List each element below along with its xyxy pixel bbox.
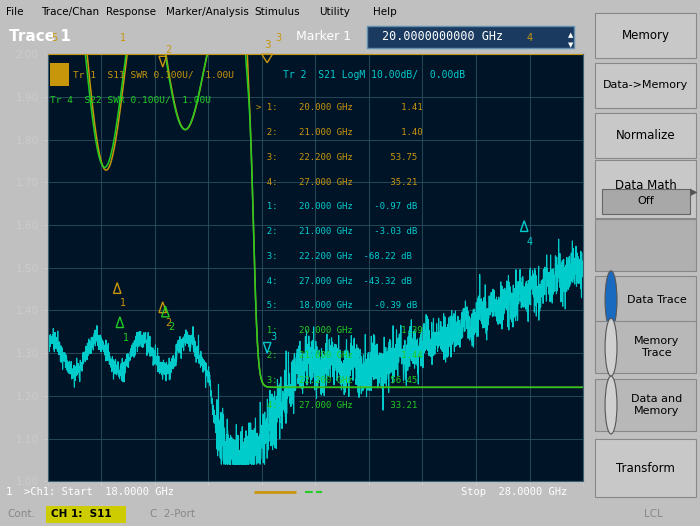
FancyBboxPatch shape (595, 439, 696, 497)
Text: Tr 1  S11 SWR 0.100U/  1.00U: Tr 1 S11 SWR 0.100U/ 1.00U (74, 70, 235, 79)
Text: Data->Memory: Data->Memory (603, 80, 688, 90)
Text: 4: 4 (527, 33, 533, 43)
FancyBboxPatch shape (595, 219, 696, 271)
Text: 3:    22.200 GHz       56.45: 3: 22.200 GHz 56.45 (256, 376, 418, 385)
Text: Memory
Trace: Memory Trace (634, 336, 679, 358)
Text: Marker/Analysis: Marker/Analysis (166, 7, 248, 17)
Text: Cont.: Cont. (7, 509, 35, 520)
FancyBboxPatch shape (46, 505, 126, 523)
Text: Response: Response (106, 7, 157, 17)
FancyBboxPatch shape (595, 321, 696, 373)
Text: 20.0000000000 GHz: 20.0000000000 GHz (382, 31, 503, 43)
Text: Stop  28.0000 GHz: Stop 28.0000 GHz (461, 487, 568, 498)
Text: 1: 1 (120, 33, 126, 43)
Text: Transform: Transform (616, 462, 676, 474)
Text: 2: 2 (168, 322, 174, 332)
Text: Off: Off (638, 196, 654, 207)
Text: ▶: ▶ (690, 187, 697, 197)
Text: 5: 5 (51, 33, 57, 43)
FancyBboxPatch shape (50, 63, 69, 86)
Text: 2:    21.000 GHz         1.44: 2: 21.000 GHz 1.44 (256, 351, 423, 360)
Text: 1: 1 (122, 332, 129, 342)
Text: Help: Help (372, 7, 396, 17)
FancyBboxPatch shape (367, 26, 574, 48)
Text: 4: 4 (527, 237, 533, 247)
Text: 3:    22.200 GHz  -68.22 dB: 3: 22.200 GHz -68.22 dB (256, 252, 412, 261)
Text: 2: 2 (165, 318, 172, 328)
FancyBboxPatch shape (595, 379, 696, 431)
Text: C  2-Port: C 2-Port (150, 509, 195, 520)
Text: Utility: Utility (319, 7, 350, 17)
Text: File: File (6, 7, 23, 17)
Text: Tr 2  S21 LogM 10.00dB/  0.00dB: Tr 2 S21 LogM 10.00dB/ 0.00dB (284, 69, 466, 79)
Circle shape (605, 271, 617, 329)
Text: 2:    21.000 GHz         1.40: 2: 21.000 GHz 1.40 (256, 128, 423, 137)
FancyBboxPatch shape (595, 276, 696, 323)
Text: ▼: ▼ (568, 42, 573, 48)
Text: 1: 1 (6, 487, 13, 498)
FancyBboxPatch shape (602, 189, 690, 214)
FancyBboxPatch shape (595, 160, 696, 218)
FancyBboxPatch shape (595, 13, 696, 58)
Text: 4:    27.000 GHz       35.21: 4: 27.000 GHz 35.21 (256, 178, 418, 187)
Text: Tr 4  S22 SWR 0.100U/  1.00U: Tr 4 S22 SWR 0.100U/ 1.00U (50, 95, 211, 104)
Text: 4:    27.000 GHz       33.21: 4: 27.000 GHz 33.21 (256, 401, 418, 410)
FancyBboxPatch shape (595, 113, 696, 158)
Text: Data and
Memory: Data and Memory (631, 394, 682, 416)
Text: Normalize: Normalize (616, 129, 676, 142)
Text: Data Math: Data Math (615, 179, 677, 191)
Circle shape (605, 376, 617, 434)
Text: CH 1:  S11: CH 1: S11 (51, 509, 112, 520)
Text: > 1:    20.000 GHz         1.41: > 1: 20.000 GHz 1.41 (256, 103, 423, 112)
Text: 1:    20.000 GHz         1.39: 1: 20.000 GHz 1.39 (256, 326, 423, 335)
Text: ▲: ▲ (568, 33, 573, 38)
Text: Stimulus: Stimulus (254, 7, 300, 17)
Text: Trace 1: Trace 1 (9, 29, 71, 44)
Text: LCL: LCL (644, 509, 663, 520)
Text: 3: 3 (264, 40, 270, 50)
Text: Trace/Chan: Trace/Chan (41, 7, 99, 17)
Circle shape (605, 318, 617, 376)
Text: 1:    20.000 GHz    -0.97 dB: 1: 20.000 GHz -0.97 dB (256, 203, 418, 211)
FancyBboxPatch shape (595, 63, 696, 108)
Text: 3: 3 (270, 331, 276, 341)
Text: 1: 1 (120, 298, 126, 308)
Text: >Ch1: Start  18.0000 GHz: >Ch1: Start 18.0000 GHz (24, 487, 174, 498)
Text: 5:    18.000 GHz    -0.39 dB: 5: 18.000 GHz -0.39 dB (256, 301, 418, 310)
Text: 3:    22.200 GHz       53.75: 3: 22.200 GHz 53.75 (256, 153, 418, 162)
Text: 4:    27.000 GHz  -43.32 dB: 4: 27.000 GHz -43.32 dB (256, 277, 412, 286)
Text: 3: 3 (275, 33, 281, 43)
Text: Data Trace: Data Trace (626, 295, 687, 305)
Text: Memory: Memory (622, 29, 670, 42)
Text: 2:    21.000 GHz    -3.03 dB: 2: 21.000 GHz -3.03 dB (256, 227, 418, 236)
Text: Marker 1: Marker 1 (295, 31, 351, 43)
Text: 2: 2 (165, 45, 172, 55)
